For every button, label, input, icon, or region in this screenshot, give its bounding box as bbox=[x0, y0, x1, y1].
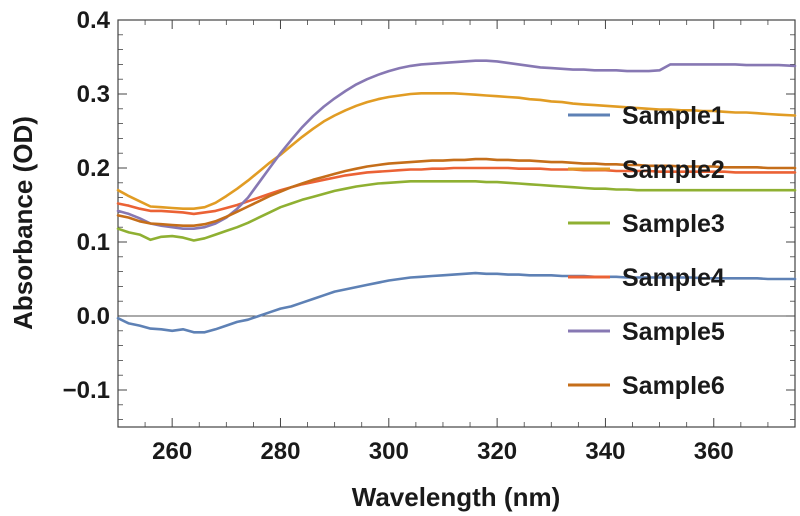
x-tick-label: 300 bbox=[369, 438, 409, 465]
x-tick-label: 260 bbox=[152, 438, 192, 465]
series-lines bbox=[116, 59, 797, 334]
x-tick-label: 280 bbox=[260, 438, 300, 465]
legend-label-sample1: Sample1 bbox=[622, 102, 725, 130]
legend-label-sample5: Sample5 bbox=[622, 318, 725, 346]
legend-label-sample2: Sample2 bbox=[622, 156, 725, 184]
y-tick-label: 0.3 bbox=[77, 81, 110, 108]
legend-label-sample4: Sample4 bbox=[622, 264, 725, 292]
x-tick-label: 360 bbox=[694, 438, 734, 465]
y-axis-title: Absorbance (OD) bbox=[8, 116, 38, 330]
series-line-sample3 bbox=[116, 180, 797, 242]
x-axis-ticks: 260 280 300 320 340 360 bbox=[117, 20, 796, 465]
series-line-sample4 bbox=[116, 166, 797, 216]
y-tick-label: 0.2 bbox=[77, 155, 110, 182]
y-tick-label: 0.1 bbox=[77, 229, 110, 256]
series-line-sample6 bbox=[116, 157, 797, 227]
x-axis-title: Wavelength (nm) bbox=[352, 482, 560, 512]
series-line-sample5 bbox=[116, 59, 797, 230]
series-line-sample2 bbox=[116, 92, 797, 210]
legend-label-sample3: Sample3 bbox=[622, 210, 725, 238]
y-tick-label: 0.4 bbox=[77, 7, 111, 34]
y-tick-label: 0.0 bbox=[77, 303, 110, 330]
series-line-sample1 bbox=[116, 271, 797, 334]
legend: Sample1 Sample2 Sample3 Sample4 Sample5 Sampl… bbox=[568, 102, 725, 400]
plot-frame bbox=[117, 19, 796, 428]
x-tick-label: 340 bbox=[585, 438, 625, 465]
y-axis-ticks: −0.1 0.0 0.1 0.2 0.3 0.4 bbox=[63, 7, 795, 421]
y-tick-label: −0.1 bbox=[63, 377, 110, 404]
legend-label-sample6: Sample6 bbox=[622, 372, 725, 400]
x-tick-label: 320 bbox=[477, 438, 517, 465]
